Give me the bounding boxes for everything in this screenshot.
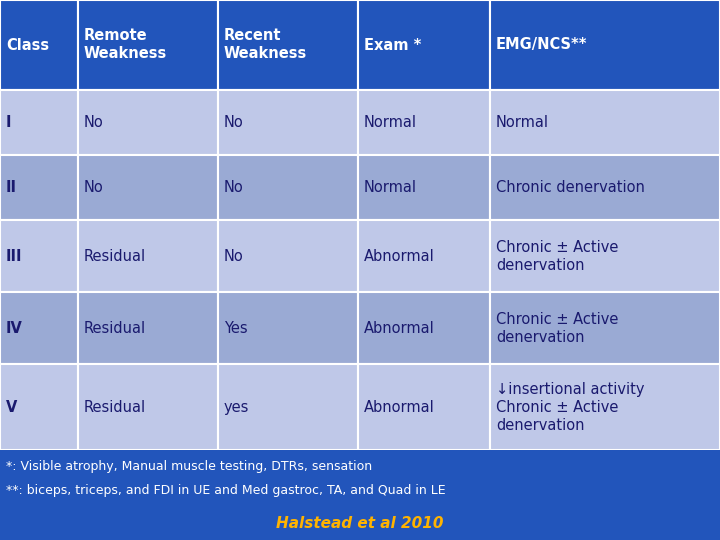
Text: III: III [6,248,22,264]
Bar [358,220,490,292]
Bar [490,155,720,220]
Bar [218,0,358,90]
Text: I: I [6,115,12,130]
Text: Class: Class [6,37,49,52]
Text: No: No [224,180,244,195]
Bar [358,364,490,450]
Text: II: II [6,180,17,195]
Text: V: V [6,400,17,415]
Bar [0,364,78,450]
Text: No: No [84,180,104,195]
Bar [358,90,490,155]
Text: **: biceps, triceps, and FDI in UE and Med gastroc, TA, and Quad in LE: **: biceps, triceps, and FDI in UE and M… [6,484,446,497]
Bar [490,364,720,450]
Bar [0,155,78,220]
Bar [218,292,358,365]
Bar [0,220,78,292]
Bar [358,292,490,365]
Bar [0,292,78,365]
Text: Abnormal: Abnormal [364,321,435,336]
Text: Remote
Weakness: Remote Weakness [84,29,167,62]
Bar [0,0,78,90]
Bar [78,155,218,220]
Text: EMG/NCS**: EMG/NCS** [496,37,588,52]
Text: No: No [224,248,244,264]
Bar [490,220,720,292]
Text: Residual: Residual [84,400,146,415]
Bar [490,292,720,365]
Text: Chronic ± Active
denervation: Chronic ± Active denervation [496,312,618,345]
Text: No: No [84,115,104,130]
Text: IV: IV [6,321,23,336]
Bar [490,90,720,155]
Text: Halstead et al 2010: Halstead et al 2010 [276,516,444,531]
Bar [490,0,720,90]
Bar [358,0,490,90]
Text: Normal: Normal [496,115,549,130]
Text: Recent
Weakness: Recent Weakness [224,29,307,62]
Bar [78,292,218,365]
Text: Residual: Residual [84,248,146,264]
Bar [78,90,218,155]
Bar [218,155,358,220]
Bar [218,220,358,292]
Text: Chronic ± Active
denervation: Chronic ± Active denervation [496,240,618,273]
Text: Yes: Yes [224,321,248,336]
Text: *: Visible atrophy, Manual muscle testing, DTRs, sensation: *: Visible atrophy, Manual muscle testin… [6,460,372,472]
Text: yes: yes [224,400,249,415]
Bar [218,90,358,155]
Text: ↓insertional activity
Chronic ± Active
denervation: ↓insertional activity Chronic ± Active d… [496,382,644,433]
Text: Abnormal: Abnormal [364,248,435,264]
Text: Residual: Residual [84,321,146,336]
Bar [0,450,720,540]
Bar [78,220,218,292]
Bar [358,155,490,220]
Text: No: No [224,115,244,130]
Text: Normal: Normal [364,180,417,195]
Text: Chronic denervation: Chronic denervation [496,180,645,195]
Text: Exam *: Exam * [364,37,421,52]
Text: Abnormal: Abnormal [364,400,435,415]
Bar [78,364,218,450]
Bar [0,90,78,155]
Bar [218,364,358,450]
Bar [78,0,218,90]
Text: Normal: Normal [364,115,417,130]
